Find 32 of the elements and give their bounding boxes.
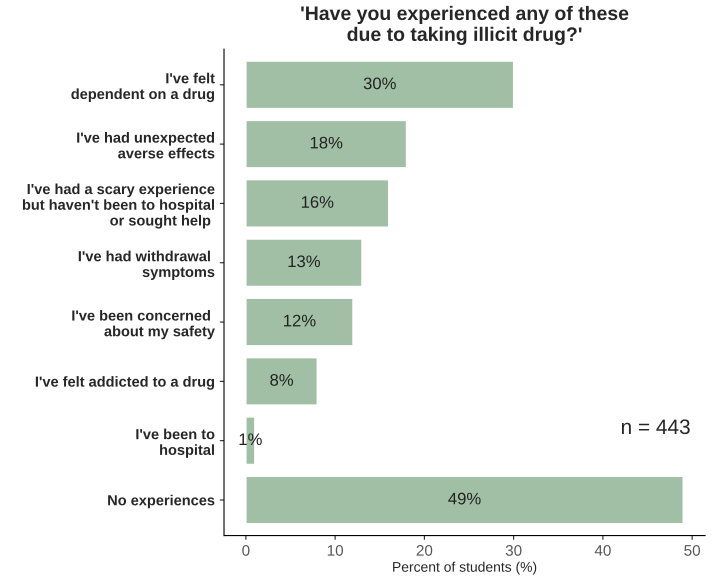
- y-tick-label: I've felt addicted to a drug: [36, 376, 214, 390]
- data-label: 16%: [302, 196, 334, 208]
- data-label: 13%: [288, 255, 320, 268]
- data-label: 12%: [284, 314, 316, 326]
- x-tick-label: 20: [416, 545, 432, 556]
- data-label: 1%: [240, 433, 262, 446]
- data-label: 49%: [448, 492, 481, 504]
- chart-title: 'Have you experienced any of these due to taking illicit drug?': [301, 6, 628, 45]
- data-label: 8%: [270, 374, 294, 386]
- bar: [245, 120, 408, 169]
- x-tick-label: 0: [242, 545, 250, 556]
- x-tick-label: 40: [594, 545, 611, 556]
- bar: [245, 60, 514, 110]
- bar: [245, 298, 354, 346]
- y-tick-label: I've had unexpected averse effects: [77, 132, 214, 158]
- x-tick-label: 30: [506, 545, 522, 556]
- bar: [245, 179, 390, 228]
- annotation: n = 443: [622, 419, 690, 434]
- data-label: 18%: [310, 136, 342, 149]
- bar: [245, 356, 318, 406]
- y-tick-label: No experiences: [108, 494, 214, 508]
- x-tick-label: 50: [684, 545, 700, 556]
- data-label: 30%: [364, 77, 396, 90]
- y-tick-label: I've felt dependent on a drug: [71, 72, 215, 102]
- y-tick-label: I've been concerned about my safety: [72, 310, 215, 340]
- y-tick-label: I've been to hospital: [136, 428, 214, 458]
- y-tick-label: I've had withdrawal symptoms: [78, 250, 214, 280]
- x-axis-title: Percent of students (%): [393, 562, 536, 575]
- y-tick-label: I've had a scary experience but haven't been to hospital or sought help: [22, 183, 215, 229]
- bar: [245, 238, 363, 288]
- bar: [245, 476, 684, 524]
- x-tick-label: 10: [328, 545, 344, 556]
